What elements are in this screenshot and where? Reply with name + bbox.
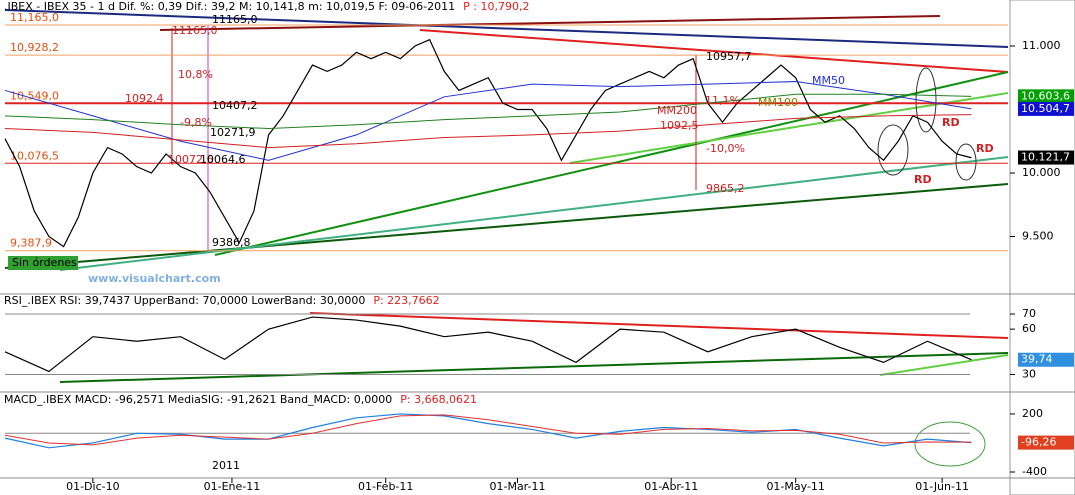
value-box-label: -96,26 [1021, 436, 1056, 449]
status-box [8, 256, 78, 270]
series-line [4, 413, 972, 449]
level-label: 10,928,2 [10, 41, 59, 54]
value-box [1018, 89, 1074, 104]
axis-area [1009, 0, 1075, 495]
panel-title-extra: P : 10,790,2 [463, 0, 529, 13]
annotation: 11165,0 [212, 13, 258, 26]
annotation: 2011 [212, 459, 240, 472]
level-label: 11,165,0 [10, 11, 59, 24]
trendline [309, 312, 1009, 339]
y-tick-label: 200 [1022, 407, 1043, 420]
trendline [419, 29, 1009, 73]
y-tick-label: 11.000 [1022, 39, 1061, 52]
panel-title: RSI_.IBEX RSI: 39,7437 UpperBand: 70,000… [4, 294, 365, 307]
level-label: 9,387,9 [10, 237, 52, 250]
trendlines [4, 9, 1009, 467]
annotation: RD [976, 142, 994, 155]
y-tick-label: 10.000 [1022, 166, 1061, 179]
annotation: 11,1% [705, 94, 740, 107]
y-tick-label: -400 [1022, 465, 1047, 478]
value-box-label: 10.603,6 [1021, 89, 1070, 102]
series-line [4, 93, 972, 130]
annotation: 1092,5 [660, 119, 699, 132]
x-tick-label: 01-Mar-11 [489, 480, 545, 493]
annotation: -9,8% [180, 116, 212, 129]
trendline [879, 354, 1009, 376]
x-tick-label: 01-Feb-11 [358, 480, 413, 493]
x-tick-label: 01-Ene-11 [204, 480, 261, 493]
x-tick-label: 01-May-11 [766, 480, 824, 493]
annotation: 10957,7 [706, 50, 752, 63]
y-tick-label: 9.500 [1022, 230, 1054, 243]
annotation: 10407,2 [212, 99, 258, 112]
value-box [1018, 150, 1074, 165]
ellipse [955, 143, 977, 181]
x-tick-label: 01-Abr-11 [644, 480, 698, 493]
trendline [4, 183, 1009, 269]
annotation: MM200 [657, 104, 697, 117]
annotation: 1092,4 [125, 92, 164, 105]
annotation: 10271,9 [210, 126, 256, 139]
annotation: -10,0% [706, 142, 745, 155]
annotation: 9386,8 [212, 236, 251, 249]
panel-title: MACD_.IBEX MACD: -96,2571 MediaSIG: -91,… [4, 393, 392, 406]
y-tick-label: 70 [1022, 307, 1036, 320]
x-tick-label: 01-Dic-10 [66, 480, 120, 493]
panel-title: .IBEX - IBEX 35 - 1 d Dif. %: 0,39 Dif.:… [4, 0, 455, 13]
series-line [4, 414, 972, 446]
value-box [1018, 352, 1074, 367]
value-box [1018, 435, 1074, 450]
status-label: Sin órdenes [12, 256, 77, 269]
level-label: 10,549,0 [10, 89, 59, 102]
trendline [569, 92, 1009, 164]
value-box [1018, 101, 1074, 116]
ellipse [914, 421, 986, 467]
value-box-label: 39,74 [1021, 353, 1053, 366]
x-tick-label: 01-Jun-11 [915, 480, 969, 493]
value-box-label: 10.504,7 [1021, 102, 1070, 115]
annotation: 10072,6 [168, 153, 214, 166]
annotation: 9865,2 [706, 182, 745, 195]
y-tick-label: 30 [1022, 367, 1036, 380]
level-label: 10,076,5 [10, 149, 59, 162]
annotation: MM50 [812, 74, 845, 87]
y-tick-label: 60 [1022, 322, 1036, 335]
annotation: 11165,0 [172, 24, 218, 37]
annotation: www.visualchart.com [88, 272, 221, 285]
series-line [4, 316, 972, 373]
series-line [4, 81, 972, 161]
annotation: 10,8% [178, 68, 213, 81]
series-line [4, 38, 972, 248]
annotation: MM100 [758, 96, 798, 109]
value-box-label: 10.121,7 [1021, 151, 1070, 164]
annotation: 10064,6 [200, 153, 246, 166]
trendline [4, 9, 1009, 48]
annotation: RD [942, 116, 960, 129]
series-line [4, 114, 972, 149]
panel-title-extra: P: 3,668,0621 [400, 393, 477, 406]
trendline [59, 352, 1009, 383]
panel-title-extra: P: 223,7662 [373, 294, 439, 307]
ellipse [877, 124, 909, 176]
annotation: RD [914, 173, 932, 186]
trendline [159, 15, 941, 31]
